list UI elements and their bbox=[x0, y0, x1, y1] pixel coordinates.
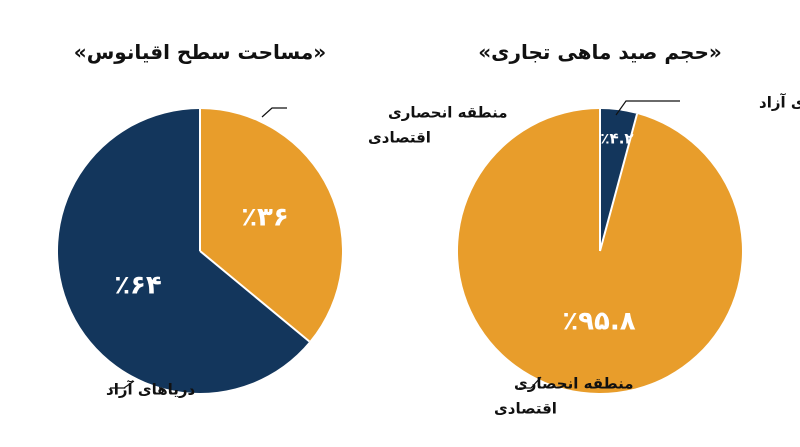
slice-category-label: دریاهای آزاد bbox=[106, 381, 196, 399]
slice-value-label: ٪۳۶ bbox=[241, 203, 289, 233]
slice-category-label: منطقه انحصاری bbox=[514, 375, 634, 393]
slice-category-label: دریاهای آزاد bbox=[759, 94, 800, 112]
pie-slice bbox=[200, 109, 342, 342]
pie-slice bbox=[57, 108, 310, 393]
leader-line bbox=[519, 376, 542, 389]
slice-separator bbox=[199, 250, 311, 343]
leader-line bbox=[110, 380, 135, 389]
chart-title-ocean-area: «مساحت سطح اقیانوس» bbox=[73, 40, 327, 64]
slice-value-label: ٪۹۵.۸ bbox=[562, 307, 635, 337]
slice-value-label: ٪۴.۲ bbox=[600, 130, 633, 148]
chart-title-fish-catch: «حجم صید ماهی تجاری» bbox=[478, 40, 722, 64]
leader-line bbox=[615, 100, 680, 116]
slice-category-label: اقتصادی bbox=[494, 400, 557, 418]
leader-line bbox=[261, 107, 287, 118]
slice-value-label: ٪۶۴ bbox=[114, 271, 162, 301]
slice-separator bbox=[599, 113, 639, 252]
slice-category-label: اقتصادی bbox=[368, 129, 431, 147]
slice-category-label: منطقه انحصاری bbox=[388, 104, 508, 122]
